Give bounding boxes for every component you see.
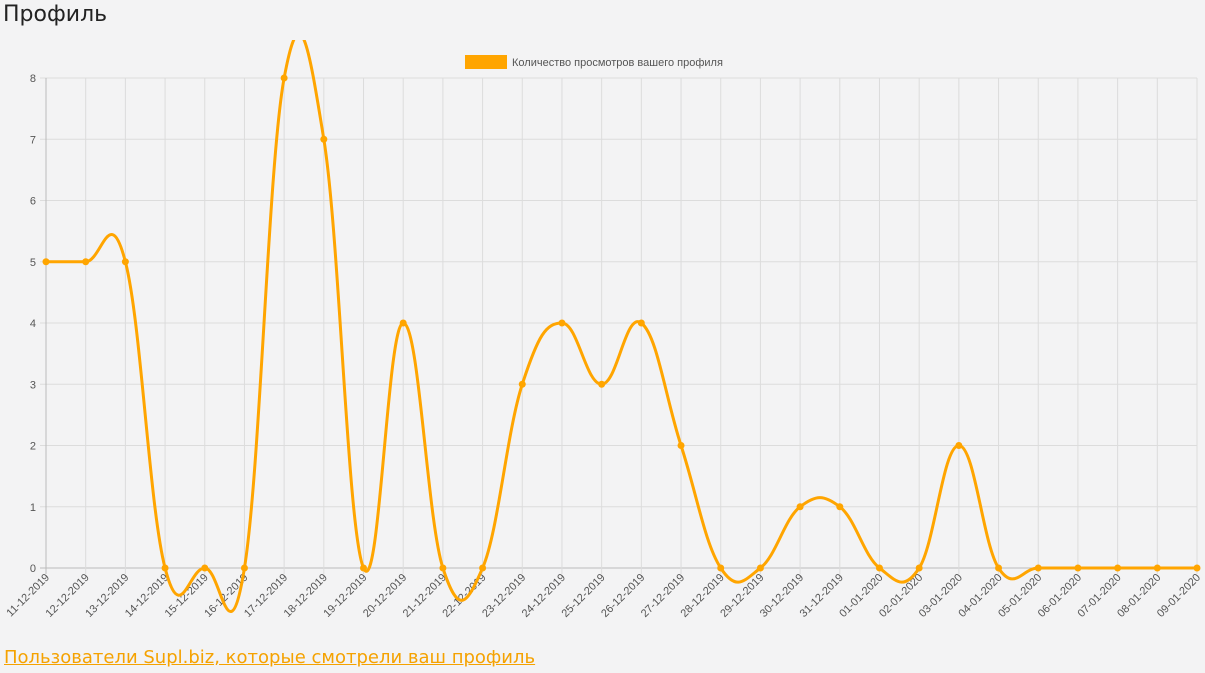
chart-area: Количество просмотров вашего профиля 0 1 2… bbox=[0, 32, 1205, 645]
data-point[interactable] bbox=[875, 564, 883, 572]
data-point[interactable] bbox=[677, 442, 685, 449]
chart-grid bbox=[40, 77, 1198, 574]
y-tick-label: 2 bbox=[30, 441, 36, 453]
page-title: Профиль bbox=[3, 2, 108, 27]
data-point[interactable] bbox=[796, 503, 804, 511]
y-tick-label: 8 bbox=[30, 73, 36, 85]
data-point[interactable] bbox=[518, 380, 526, 388]
data-point[interactable] bbox=[121, 258, 129, 266]
data-point[interactable] bbox=[320, 135, 328, 143]
y-tick-label: 4 bbox=[30, 318, 36, 330]
data-point[interactable] bbox=[1074, 564, 1082, 572]
data-point[interactable] bbox=[598, 380, 606, 388]
data-point[interactable] bbox=[360, 564, 368, 572]
y-axis-ticks: 0 1 2 3 4 5 6 7 8 bbox=[30, 73, 36, 575]
y-tick-label: 5 bbox=[30, 257, 36, 269]
data-point[interactable] bbox=[1153, 564, 1161, 572]
data-point[interactable] bbox=[479, 564, 487, 572]
data-point[interactable] bbox=[201, 564, 209, 572]
data-point[interactable] bbox=[161, 564, 169, 572]
legend-label: Количество просмотров вашего профиля bbox=[512, 57, 723, 69]
data-point[interactable] bbox=[82, 258, 90, 266]
data-point[interactable] bbox=[915, 564, 923, 572]
data-point[interactable] bbox=[717, 564, 725, 572]
chart-legend[interactable]: Количество просмотров вашего профиля bbox=[465, 55, 723, 69]
series-points bbox=[42, 74, 1201, 572]
data-point[interactable] bbox=[558, 319, 566, 327]
data-point[interactable] bbox=[1034, 564, 1042, 572]
data-point[interactable] bbox=[1114, 564, 1122, 572]
profile-viewers-link[interactable]: Пользователи Supl.biz, которые смотрели … bbox=[4, 647, 536, 668]
data-point[interactable] bbox=[756, 564, 764, 572]
views-line-chart: Количество просмотров вашего профиля 0 1 2… bbox=[4, 32, 1203, 620]
x-axis-ticks: 11-12-201912-12-201913-12-201914-12-2019… bbox=[4, 572, 1203, 620]
data-point[interactable] bbox=[439, 564, 447, 572]
data-point[interactable] bbox=[399, 319, 407, 327]
data-point[interactable] bbox=[836, 503, 844, 511]
legend-swatch bbox=[465, 55, 507, 69]
data-point[interactable] bbox=[637, 319, 645, 327]
data-point[interactable] bbox=[1193, 564, 1201, 572]
y-tick-label: 0 bbox=[30, 563, 36, 575]
series-line bbox=[45, 32, 1197, 614]
data-point[interactable] bbox=[995, 564, 1003, 572]
y-tick-label: 1 bbox=[30, 502, 36, 514]
data-point[interactable] bbox=[42, 258, 50, 266]
y-tick-label: 7 bbox=[30, 134, 36, 146]
y-tick-label: 3 bbox=[30, 379, 36, 391]
data-point[interactable] bbox=[240, 564, 248, 572]
data-point[interactable] bbox=[280, 74, 288, 82]
data-point[interactable] bbox=[955, 442, 963, 449]
y-tick-label: 6 bbox=[30, 196, 36, 208]
